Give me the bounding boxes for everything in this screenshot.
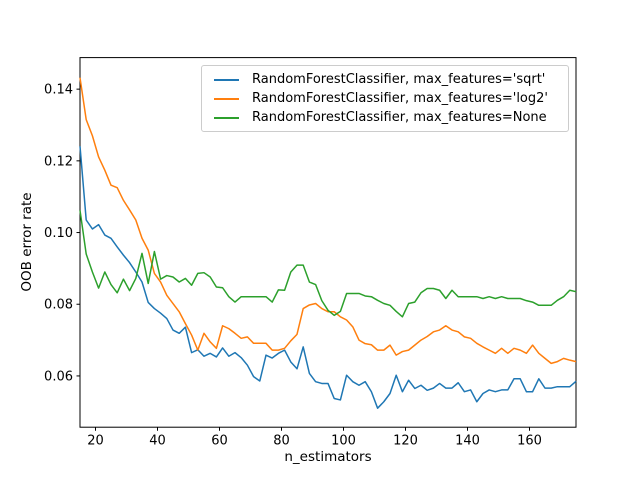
x-tick-label: 100: [331, 434, 356, 449]
legend-entry-log2: RandomForestClassifier, max_features='lo…: [210, 89, 560, 108]
y-tick-label: 0.10: [44, 226, 73, 241]
x-tick-label: 120: [393, 434, 418, 449]
legend-label-sqrt: RandomForestClassifier, max_features='sq…: [252, 72, 546, 87]
legend-label-none: RandomForestClassifier, max_features=Non…: [252, 110, 547, 125]
x-axis-ticks: 20 40 60 80 100 120 140 160: [87, 427, 542, 449]
x-tick-label: 140: [455, 434, 480, 449]
x-tick-label: 160: [517, 434, 542, 449]
x-tick-label: 60: [211, 434, 228, 449]
y-axis-ticks: 0.06 0.08 0.10 0.12 0.14: [44, 83, 80, 384]
y-axis-label: OOB error rate: [19, 192, 35, 292]
legend-label-log2: RandomForestClassifier, max_features='lo…: [252, 91, 548, 106]
series-line-0: [79, 146, 577, 409]
x-tick-label: 80: [273, 434, 290, 449]
legend-entry-sqrt: RandomForestClassifier, max_features='sq…: [210, 70, 560, 89]
legend-line-sample-log2: [214, 97, 239, 100]
axes-spines: [79, 57, 577, 428]
x-axis-label: n_estimators: [284, 449, 372, 465]
legend-line-sample-none: [214, 116, 239, 119]
y-tick-label: 0.12: [44, 154, 73, 169]
y-tick-label: 0.08: [44, 298, 73, 313]
x-tick-label: 20: [87, 434, 104, 449]
series-line-2: [79, 210, 577, 318]
series-line-1: [79, 77, 577, 365]
legend-line-sample-sqrt: [214, 78, 239, 81]
legend-entry-none: RandomForestClassifier, max_features=Non…: [210, 108, 560, 127]
legend: RandomForestClassifier, max_features='sq…: [201, 65, 569, 132]
y-tick-label: 0.06: [44, 369, 73, 384]
y-tick-label: 0.14: [44, 83, 73, 98]
x-tick-label: 40: [149, 434, 166, 449]
